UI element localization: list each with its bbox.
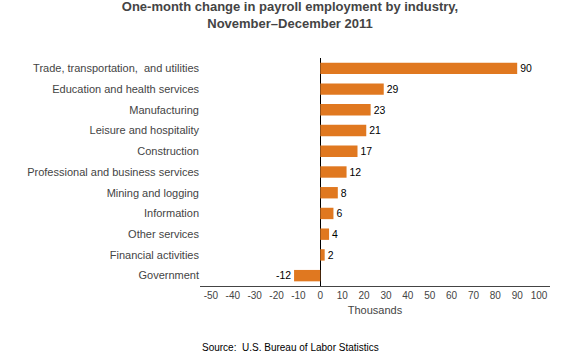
svg-text:-10: -10 — [291, 290, 306, 301]
svg-text:29: 29 — [387, 84, 399, 95]
svg-text:One-month change in payroll em: One-month change in payroll employment b… — [122, 0, 458, 31]
svg-text:12: 12 — [350, 167, 362, 178]
svg-text:Other services: Other services — [128, 228, 199, 240]
svg-text:10: 10 — [337, 290, 349, 301]
svg-text:80: 80 — [490, 290, 502, 301]
svg-text:Professional and business serv: Professional and business services — [27, 166, 199, 178]
svg-text:Mining and logging: Mining and logging — [107, 187, 199, 199]
svg-text:60: 60 — [446, 290, 458, 301]
svg-text:40: 40 — [402, 290, 414, 301]
svg-text:30: 30 — [380, 290, 392, 301]
svg-text:Thousands: Thousands — [348, 304, 403, 316]
svg-text:8: 8 — [341, 188, 347, 199]
svg-text:90: 90 — [512, 290, 524, 301]
svg-text:Construction: Construction — [137, 145, 199, 157]
svg-text:-12: -12 — [276, 270, 291, 281]
svg-text:Government: Government — [138, 269, 199, 281]
svg-text:100: 100 — [531, 290, 548, 301]
svg-text:Manufacturing: Manufacturing — [129, 104, 199, 116]
svg-text:Leisure and hospitality: Leisure and hospitality — [90, 124, 200, 136]
svg-text:0: 0 — [318, 290, 324, 301]
svg-text:2: 2 — [328, 250, 334, 261]
svg-text:Information: Information — [144, 207, 199, 219]
svg-text:23: 23 — [374, 105, 386, 116]
svg-text:21: 21 — [369, 125, 381, 136]
svg-text:90: 90 — [520, 63, 532, 74]
svg-text:70: 70 — [468, 290, 480, 301]
svg-text:Trade, transportation, and ut: Trade, transportation, and utilities — [33, 62, 199, 74]
svg-text:50: 50 — [424, 290, 436, 301]
svg-text:Education and health services: Education and health services — [52, 83, 199, 95]
svg-text:20: 20 — [358, 290, 370, 301]
svg-text:Financial activities: Financial activities — [110, 249, 200, 261]
svg-text:4: 4 — [332, 229, 338, 240]
svg-text:17: 17 — [361, 146, 373, 157]
svg-text:-20: -20 — [269, 290, 284, 301]
svg-text:-50: -50 — [204, 290, 219, 301]
svg-text:-40: -40 — [226, 290, 241, 301]
svg-text:-30: -30 — [247, 290, 262, 301]
svg-text:6: 6 — [336, 208, 342, 219]
svg-text:Source: U.S. Bureau of Labor: Source: U.S. Bureau of Labor Statistics — [202, 342, 379, 353]
